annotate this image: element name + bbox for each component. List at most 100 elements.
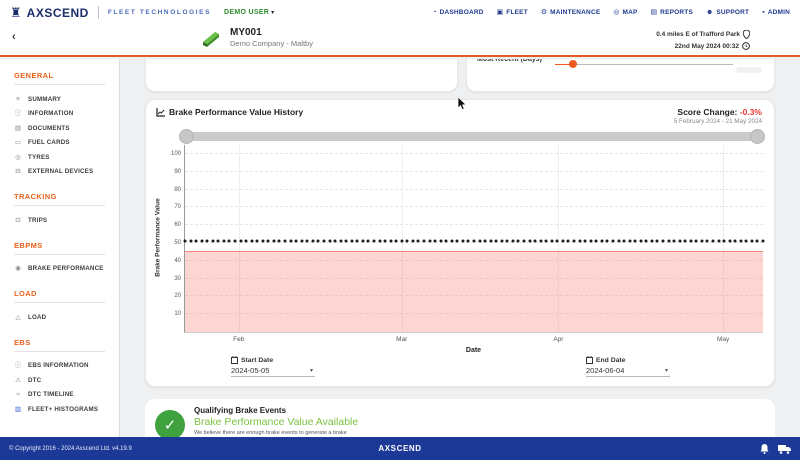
data-point-dot: [266, 239, 270, 243]
footer: © Copyright 2016 - 2024 Axscend Ltd. v4.…: [0, 437, 800, 460]
nav-item-support[interactable]: ☻ SUPPORT: [706, 9, 749, 16]
back-button[interactable]: ‹: [12, 31, 16, 43]
h-gridline: [185, 295, 763, 297]
main-nav: ◔ DASHBOARD ▣ FLEET ⚙ MAINTENANCE ◎ MAP: [432, 9, 790, 16]
data-point-dot: [478, 239, 482, 243]
sidebar-item-brake-performance[interactable]: ◉ BRAKE PERFORMANCE: [14, 262, 119, 277]
sidebar-item-label: SUMMARY: [28, 95, 62, 103]
y-tick-label: 30: [174, 275, 181, 282]
sidebar-item-summary[interactable]: ≡ SUMMARY: [14, 92, 119, 107]
data-point-dot: [528, 239, 532, 243]
sidebar-item-external-devices[interactable]: ⊟ EXTERNAL DEVICES: [14, 165, 119, 180]
chart-title: Brake Performance Value History: [169, 107, 304, 117]
v-gridline: [558, 145, 560, 332]
range-slider-left-handle[interactable]: [179, 129, 194, 144]
most-recent-days-slider[interactable]: [555, 60, 733, 68]
score-change-value: -0.3%: [739, 107, 762, 117]
y-tick-label: 60: [174, 222, 181, 229]
nav-item-map[interactable]: ◎ MAP: [613, 9, 637, 16]
bell-icon[interactable]: [760, 443, 769, 454]
start-date-label: Start Date: [241, 356, 274, 364]
data-point-dot: [655, 239, 659, 243]
brand-tagline: FLEET TECHNOLOGIES: [107, 9, 212, 16]
fleet-plus-badge-icon: ▥: [14, 405, 22, 413]
check-circle-icon: ✓: [155, 410, 185, 440]
range-slider-right-handle[interactable]: [750, 129, 765, 144]
data-point-dot: [400, 239, 404, 243]
h-gridline: [185, 277, 763, 279]
plot-area: 10 20 30 40 50 60 70 80 90 100 Feb Mar Apr May: [171, 145, 765, 343]
y-tick-label: 20: [174, 293, 181, 300]
tyre-icon: ◎: [15, 153, 21, 161]
data-point-dot: [383, 239, 387, 243]
sidebar-item-tyres[interactable]: ◎ TYRES: [14, 150, 119, 165]
asset-id: MY001: [230, 27, 262, 38]
brand-block: ♜ AXSCEND FLEET TECHNOLOGIES DEMO USER ▾: [10, 6, 274, 20]
data-point-dot: [355, 239, 359, 243]
copyright-text: © Copyright 2016 - 2024 Axscend Ltd. v4.…: [9, 445, 132, 452]
slider-fill: [555, 63, 573, 65]
chevron-down-icon: ▾: [664, 368, 668, 374]
end-date-label-row: End Date: [586, 356, 670, 364]
data-point-dot: [405, 239, 409, 243]
data-point-dot: [472, 239, 476, 243]
h-gridline: [185, 313, 763, 315]
data-point-dot: [389, 239, 393, 243]
sidebar-item-dtc[interactable]: ⚠ DTC: [14, 373, 119, 388]
h-gridline: [185, 152, 763, 154]
fleet-truck-icon: ▣: [496, 9, 504, 16]
y-tick-label: 50: [174, 239, 181, 246]
ebs-info-icon: ⓘ: [14, 362, 22, 370]
user-menu[interactable]: DEMO USER ▾: [224, 9, 274, 16]
data-point-dot: [444, 239, 448, 243]
data-point-dot: [589, 239, 593, 243]
data-point-dot: [550, 239, 554, 243]
nav-item-dashboard[interactable]: ◔ DASHBOARD: [432, 9, 483, 16]
end-date-select[interactable]: 2024-06-04 ▾: [586, 366, 670, 377]
slider-handle[interactable]: [569, 60, 577, 68]
data-point-dot: [294, 239, 298, 243]
brake-performance-chart-card: Brake Performance Value History Score Ch…: [145, 99, 775, 387]
sidebar-item-fuel-cards[interactable]: ▭ FUEL CARDS: [14, 136, 119, 151]
nav-item-reports[interactable]: ▤ REPORTS: [651, 9, 693, 16]
sidebar-item-information[interactable]: ⓘ INFORMATION: [14, 107, 119, 122]
chart-title-block: Brake Performance Value History: [156, 107, 303, 117]
nav-item-maintenance[interactable]: ⚙ MAINTENANCE: [541, 9, 601, 16]
v-gridline: [238, 145, 240, 332]
y-tick-label: 100: [170, 150, 181, 157]
asset-company: Demo Company - Maltby: [230, 39, 313, 48]
data-point-dot: [583, 239, 587, 243]
sidebar-item-label: DOCUMENTS: [28, 124, 70, 132]
nav-item-fleet[interactable]: ▣ FLEET: [497, 9, 528, 16]
data-point-dot: [333, 239, 337, 243]
sidebar-item-ebs-information[interactable]: ⓘ EBS INFORMATION: [14, 359, 119, 374]
data-point-dot: [733, 239, 737, 243]
data-point-dot: [450, 239, 454, 243]
data-point-dot: [505, 239, 509, 243]
start-date-select[interactable]: 2024-05-05 ▾: [231, 366, 315, 377]
data-point-dot: [578, 239, 582, 243]
y-tick-label: 90: [174, 168, 181, 175]
chevron-down-icon: ▾: [309, 368, 313, 374]
sidebar-item-load[interactable]: △ LOAD: [14, 310, 119, 325]
data-point-dot: [361, 239, 365, 243]
nav-item-admin[interactable]: ▪ ADMIN: [762, 9, 790, 16]
divider: [14, 302, 105, 303]
load-weight-icon: △: [15, 313, 21, 321]
end-date-picker: End Date 2024-06-04 ▾: [586, 356, 670, 377]
data-point-dot: [372, 239, 376, 243]
sidebar-item-dtc-timeline[interactable]: ≈ DTC TIMELINE: [14, 388, 119, 403]
chart-range-slider[interactable]: [179, 129, 765, 144]
x-tick-label: May: [716, 336, 730, 343]
data-point-dot: [717, 239, 721, 243]
data-point-dot: [222, 239, 226, 243]
truck-icon[interactable]: [778, 444, 791, 454]
data-point-dot: [561, 239, 565, 243]
divider: [14, 205, 105, 206]
sidebar-item-trips[interactable]: ⊡ TRIPS: [14, 213, 119, 228]
sidebar-item-fleet-histograms[interactable]: ▥ FLEET+ HISTOGRAMS: [14, 402, 119, 417]
sidebar-item-documents[interactable]: ▤ DOCUMENTS: [14, 121, 119, 136]
data-point-dot: [667, 239, 671, 243]
data-point-dot: [277, 239, 281, 243]
